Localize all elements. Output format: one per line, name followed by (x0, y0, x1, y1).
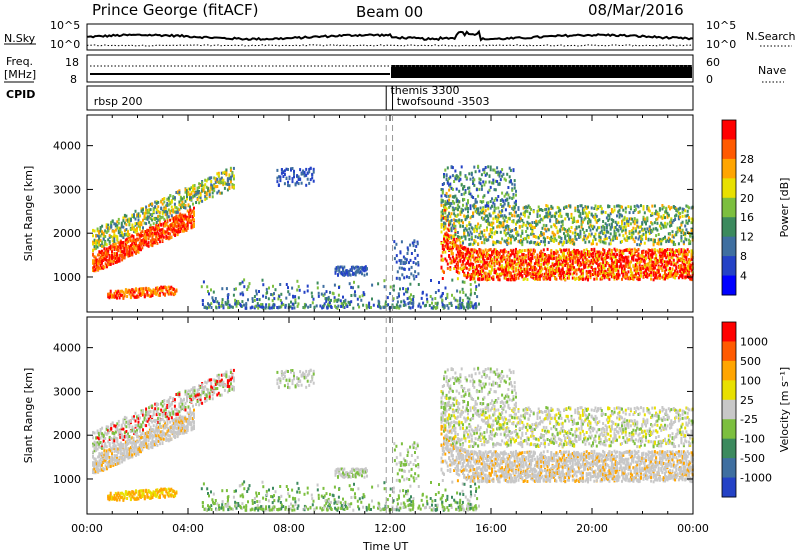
colorbar-swatch (722, 178, 736, 199)
colorbar-swatch (722, 120, 736, 140)
colorbar-swatch (722, 217, 736, 238)
velocity-colorbar: 1000 500 100 25 -25 -100 -500 -1000 Velocity [m … (721, 321, 791, 498)
colorbar-tick-label: 500 (740, 355, 761, 368)
colorbar-tick-label: 4 (740, 270, 747, 283)
colorbar-swatch (722, 380, 736, 401)
y-tick-label: 3000 (53, 385, 81, 398)
x-tick-label: 04:00 (172, 522, 204, 535)
colorbar-swatch (722, 477, 736, 498)
colorbar-swatch (722, 322, 736, 342)
freq-tick-top: 18 (65, 56, 79, 69)
beam-title: Beam 00 (356, 3, 423, 21)
freq-panel: Freq. [MHz] 18 8 60 0 Nave (4, 54, 786, 86)
x-tick-label: 12:00 (374, 522, 406, 535)
station-title: Prince George (fitACF) (92, 1, 258, 19)
cpid-entry-1: themis 3300 (390, 84, 459, 97)
nsearch-label: N.Search (746, 30, 796, 43)
colorbar-swatch (722, 360, 736, 381)
noise-panel: N.Sky 10^5 10^0 10^5 10^0 N.Search (4, 19, 796, 51)
noise-sky-line (86, 29, 694, 42)
colorbar-label: Power [dB] (778, 178, 791, 238)
y-tick-label: 2000 (53, 227, 81, 240)
nsky-label: N.Sky (4, 32, 36, 45)
colorbar-tick-label: 100 (740, 374, 761, 387)
x-tick-label: 00:00 (71, 522, 103, 535)
colorbar-tick-label: 25 (740, 394, 754, 407)
colorbar-tick-label: 1000 (740, 335, 768, 348)
date-title: 08/Mar/2016 (588, 1, 684, 19)
colorbar-swatch (722, 341, 736, 362)
colorbar-swatch (722, 399, 736, 420)
colorbar-swatch (722, 419, 736, 440)
nave-tick-bottom: 0 (706, 73, 713, 86)
colorbar-swatch (722, 438, 736, 459)
colorbar-tick-label: -25 (740, 413, 758, 426)
colorbar-tick-label: 24 (740, 172, 754, 185)
x-tick-label: 00:00 (677, 522, 709, 535)
colorbar-tick-label: -500 (740, 452, 765, 465)
power-colorbar: 4 8 12 16 20 24 28 Power [dB] (721, 119, 791, 296)
power-panel: 1000 2000 3000 4000 Slant Range [km] (22, 114, 694, 313)
y-tick-label: 3000 (53, 183, 81, 196)
colorbar-swatch (722, 458, 736, 479)
colorbar-tick-label: 12 (740, 231, 754, 244)
noise-tick-right-bottom: 10^0 (706, 38, 736, 51)
x-axis-label: Time UT (362, 540, 408, 553)
x-tick-label: 20:00 (576, 522, 608, 535)
y-axis-label: Slant Range [km] (22, 368, 35, 464)
cpid-entry-2: twofsound -3503 (397, 95, 490, 108)
freq-block-late (391, 65, 692, 78)
freq-label: Freq. (6, 55, 33, 68)
colorbar-swatch (722, 158, 736, 179)
y-tick-label: 1000 (53, 473, 81, 486)
heatmap-cells-vel (92, 366, 694, 512)
noise-tick-right-top: 10^5 (706, 19, 736, 32)
colorbar-tick-label: 16 (740, 211, 754, 224)
colorbar-tick-label: 8 (740, 250, 747, 263)
colorbar-swatch (722, 236, 736, 257)
noise-search-line (86, 44, 694, 47)
noise-tick-left-bottom: 10^0 (50, 38, 80, 51)
colorbar-swatch (722, 197, 736, 218)
cpid-label: CPID (6, 88, 35, 101)
y-tick-label: 4000 (53, 342, 81, 355)
y-tick-label: 4000 (53, 140, 81, 153)
colorbar-swatch (722, 139, 736, 160)
colorbar-tick-label: -100 (740, 433, 765, 446)
heatmap-cells-power (92, 164, 694, 310)
colorbar-swatch (722, 275, 736, 296)
colorbar-label: Velocity [m s⁻¹] (778, 367, 791, 452)
colorbar-tick-label: 20 (740, 192, 754, 205)
x-tick-label: 16:00 (475, 522, 507, 535)
colorbar-tick-label: -1000 (740, 472, 772, 485)
cpid-entry-0: rbsp 200 (94, 95, 143, 108)
velocity-panel: 1000 2000 3000 4000 00:00 04:00 08:00 12:00 16:0… (22, 316, 709, 535)
y-tick-label: 1000 (53, 271, 81, 284)
noise-tick-left-top: 10^5 (50, 19, 80, 32)
x-tick-label: 08:00 (273, 522, 305, 535)
y-axis-label: Slant Range [km] (22, 166, 35, 262)
freq-unit-label: [MHz] (4, 68, 36, 81)
nave-tick-top: 60 (706, 56, 720, 69)
freq-tick-bottom: 8 (70, 73, 77, 86)
y-tick-label: 2000 (53, 429, 81, 442)
colorbar-tick-label: 28 (740, 153, 754, 166)
nave-label: Nave (758, 64, 786, 77)
colorbar-swatch (722, 256, 736, 277)
